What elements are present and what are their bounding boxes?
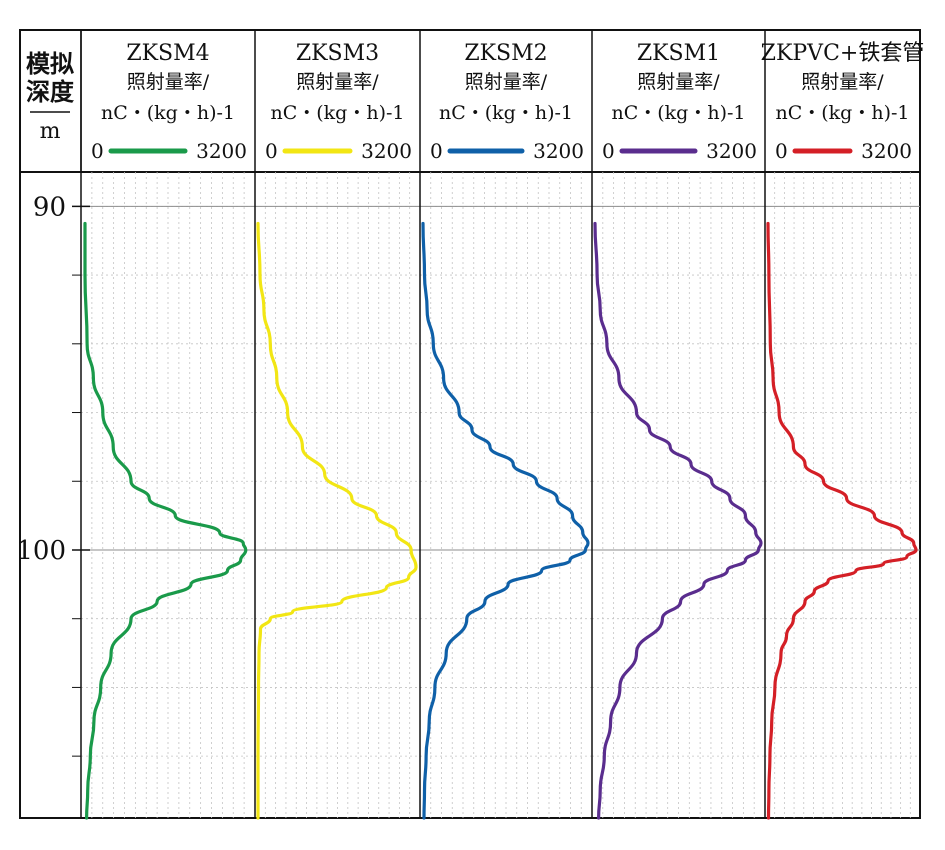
panel-x-max-label: 3200 (706, 139, 757, 163)
panel-x-min-label: 0 (265, 139, 278, 163)
panel-unit: nC・(kg・h)-1 (439, 102, 573, 124)
panels-layer: ZKSM4 照射量率/nC・(kg・h)-1 0 3200 ZKSM3 照射量率/nC・(… (80, 30, 925, 820)
panel-title: ZKSM2 (464, 41, 547, 66)
panel-x-min-label: 0 (430, 139, 443, 163)
panel-title: ZKSM1 (637, 41, 720, 66)
depth-header-line1: 模拟 (26, 50, 74, 78)
series-line-3 (421, 221, 590, 820)
series-line-4 (593, 221, 763, 820)
panel-quantity: 照射量率/ (127, 71, 210, 93)
series-line-2 (256, 221, 418, 820)
panel-quantity: 照射量率/ (801, 71, 884, 93)
panel-unit: nC・(kg・h)-1 (611, 102, 745, 124)
panel-x-max-label: 3200 (533, 139, 584, 163)
panel-3: ZKSM2 照射量率/nC・(kg・h)-1 0 3200 (419, 30, 592, 820)
panel-4: ZKSM1 照射量率/nC・(kg・h)-1 0 3200 (591, 30, 765, 820)
panel-title: ZKSM3 (296, 41, 379, 66)
panel-x-max-label: 3200 (196, 139, 247, 163)
series-line-1 (83, 221, 248, 820)
series-line-5 (766, 221, 918, 820)
depth-header-unit: m (40, 119, 61, 144)
panel-unit: nC・(kg・h)-1 (775, 102, 909, 124)
panel-title: ZKSM4 (126, 41, 209, 66)
panel-x-min-label: 0 (775, 139, 788, 163)
panel-quantity: 照射量率/ (465, 71, 548, 93)
panel-1: ZKSM4 照射量率/nC・(kg・h)-1 0 3200 (80, 30, 255, 820)
depth-tick-label: 100 (16, 536, 66, 566)
panel-x-min-label: 0 (602, 139, 615, 163)
panel-title: ZKPVC+铁套管 (761, 41, 925, 66)
panel-x-min-label: 0 (91, 139, 104, 163)
depth-header-line2: 深度 (26, 78, 75, 106)
panel-unit: nC・(kg・h)-1 (101, 102, 235, 124)
panel-quantity: 照射量率/ (296, 71, 379, 93)
panel-quantity: 照射量率/ (637, 71, 720, 93)
figure-frame (19, 29, 921, 819)
panel-x-max-label: 3200 (861, 139, 912, 163)
depth-axis: 90 100 (16, 192, 90, 757)
panel-2: ZKSM3 照射量率/nC・(kg・h)-1 0 3200 (254, 30, 420, 820)
depth-tick-label: 90 (33, 192, 66, 222)
panel-unit: nC・(kg・h)-1 (270, 102, 404, 124)
panel-x-max-label: 3200 (361, 139, 412, 163)
